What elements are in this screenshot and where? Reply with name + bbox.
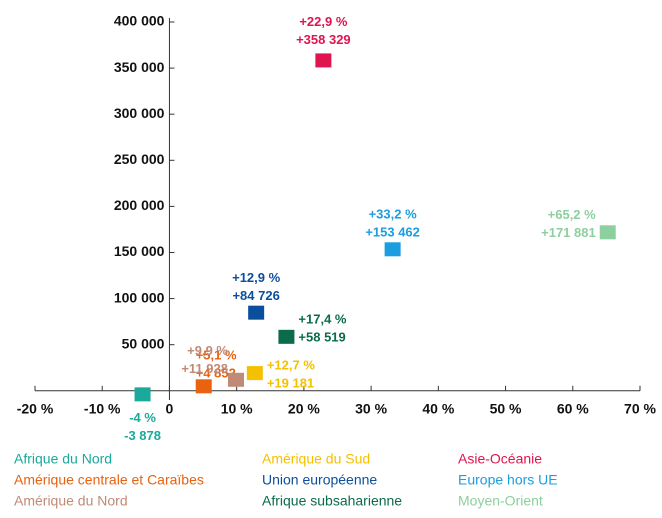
data-label: +58 519 [298,329,345,344]
legend-entry: Afrique subsaharienne [262,493,402,509]
x-tick-label: -20 % [17,401,54,417]
y-tick-label: 300 000 [114,105,165,121]
data-label: -4 % [129,410,156,425]
x-tick-label: 0 [166,401,174,417]
point [384,242,401,257]
legend-entry: Union européenne [262,472,377,488]
data-label: +9,9 % [187,343,228,358]
point [315,53,332,68]
x-tick-label: 10 % [221,401,253,417]
y-tick-label: 150 000 [114,243,165,259]
point [195,379,212,394]
point [246,366,263,381]
data-label: +19 181 [267,376,314,391]
x-tick-label: 30 % [355,401,387,417]
data-label: +17,4 % [298,311,347,326]
legend-entry: Amérique du Nord [14,493,128,509]
data-label: -3 878 [124,428,161,443]
x-tick-label: 40 % [422,401,454,417]
x-tick-label: -10 % [84,401,121,417]
point [134,387,151,402]
legend-entry: Europe hors UE [458,472,558,488]
data-label: +153 462 [365,225,420,240]
x-tick-label: 50 % [490,401,522,417]
x-tick-label: 60 % [557,401,589,417]
data-label: +65,2 % [548,207,597,222]
point [278,329,295,344]
legend-entry: Asie-Océanie [458,451,542,467]
data-label: +11 928 [181,361,228,376]
y-tick-label: 200 000 [114,197,165,213]
data-label: +4 852 [196,366,236,381]
point [227,372,244,387]
point [599,225,616,240]
data-label: +5,1 % [196,348,237,363]
data-label: +33,2 % [369,207,418,222]
y-tick-label: 50 000 [122,335,165,351]
x-tick-label: 20 % [288,401,320,417]
legend-entry: Afrique du Nord [14,451,112,467]
y-tick-label: 400 000 [114,13,165,29]
data-label: +358 329 [296,32,351,47]
data-label: +12,7 % [267,358,316,373]
data-label: +22,9 % [299,14,348,29]
data-label: +12,9 % [232,270,281,285]
y-tick-label: 250 000 [114,151,165,167]
legend-entry: Amérique centrale et Caraïbes [14,472,204,488]
x-tick-label: 70 % [624,401,656,417]
legend-entry: Amérique du Sud [262,451,370,467]
y-tick-label: 350 000 [114,59,165,75]
y-tick-label: 100 000 [114,289,165,305]
data-label: +84 726 [232,288,279,303]
point [248,305,265,320]
data-label: +171 881 [541,225,596,240]
legend-entry: Moyen-Orient [458,493,543,509]
